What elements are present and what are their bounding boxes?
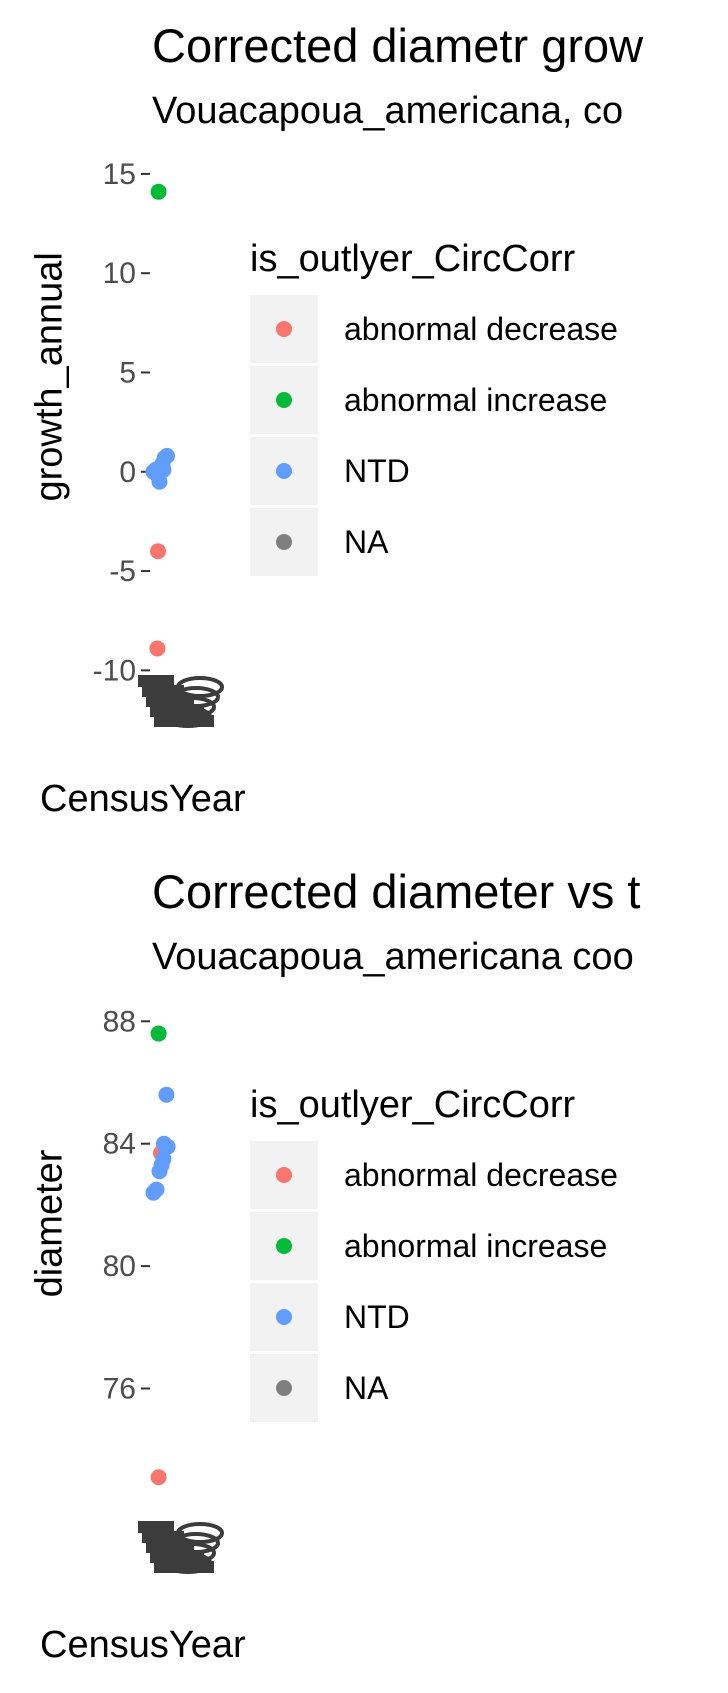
dot-icon (276, 463, 292, 479)
data-point (150, 183, 167, 200)
legend-label: abnormal increase (344, 1227, 608, 1264)
scatter-plot-diameter: 88 84 80 76 (103, 1005, 224, 1574)
x-tick-label (172, 686, 220, 708)
data-point (159, 447, 175, 464)
x-tick-label-clutter (138, 1521, 224, 1574)
x-tick-label (172, 1532, 220, 1554)
legend-key (250, 508, 318, 576)
x-tick-label (176, 1522, 224, 1544)
legend-title: is_outlyer_CircCorr (250, 238, 576, 280)
legend-item-ntd: NTD (250, 1283, 618, 1351)
legend-key (250, 366, 318, 434)
diameter-panel: Corrected diameter vs t Vouacapoua_ameri… (0, 846, 728, 1693)
legend-label: abnormal decrease (344, 310, 618, 347)
chart-subtitle: Vouacapoua_americana coo (152, 936, 634, 978)
data-point (148, 1181, 165, 1198)
chart-title: Corrected diametr grow (152, 19, 644, 72)
dot-icon (276, 1167, 292, 1183)
x-tick-label (138, 1521, 174, 1533)
y-tick-label: 76 (103, 1373, 136, 1406)
legend-label: abnormal decrease (344, 1156, 618, 1193)
x-tick-label (138, 675, 174, 687)
chart-title: Corrected diameter vs t (152, 865, 641, 918)
x-tick-label (164, 706, 212, 728)
x-tick-label-clutter (138, 675, 224, 728)
legend-label: NTD (344, 1298, 410, 1335)
x-tick-label (164, 1552, 212, 1574)
y-tick-label: 0 (119, 456, 136, 489)
data-point (149, 640, 166, 657)
data-point (156, 1135, 172, 1152)
legend-key (250, 1212, 318, 1280)
x-axis-label: CensusYear (40, 1624, 246, 1666)
dot-icon (276, 321, 292, 337)
legend-label: NTD (344, 452, 410, 489)
legend-item-abnormal-decrease: abnormal decrease (250, 1141, 618, 1209)
y-tick-label: 5 (119, 356, 136, 389)
growth-panel: Corrected diametr grow Vouacapoua_americ… (0, 0, 728, 846)
y-tick-label: 84 (103, 1128, 136, 1161)
dot-icon (276, 534, 292, 550)
legend-item-ntd: NTD (250, 437, 618, 505)
data-point (158, 1086, 175, 1103)
legend-label: abnormal increase (344, 381, 608, 418)
x-axis-label: CensusYear (40, 778, 246, 820)
data-point (150, 1025, 167, 1042)
legend-label: NA (344, 523, 389, 560)
y-tick-label: 80 (103, 1250, 136, 1283)
legend-item-abnormal-increase: abnormal increase (250, 1212, 618, 1280)
legend-title: is_outlyer_CircCorr (250, 1084, 576, 1126)
data-point (155, 1151, 172, 1168)
y-tick-label: -10 (93, 654, 136, 687)
dot-icon (276, 1380, 292, 1396)
legend: is_outlyer_CircCorr abnormal decrease ab… (250, 1084, 618, 1425)
dot-icon (276, 1238, 292, 1254)
x-tick-label (176, 676, 224, 698)
x-tick-label (168, 696, 216, 718)
legend-item-na: NA (250, 1354, 618, 1422)
y-tick-label: -5 (109, 555, 136, 588)
x-tick-label (168, 1542, 216, 1564)
dot-icon (276, 1309, 292, 1325)
scatter-plot-growth: 15 10 5 0 -5 -10 (93, 158, 224, 728)
legend-key (250, 1354, 318, 1422)
y-tick-label: 10 (103, 257, 136, 290)
legend-label: NA (344, 1369, 389, 1406)
y-tick-label: 15 (103, 158, 136, 191)
legend-item-abnormal-decrease: abnormal decrease (250, 295, 618, 363)
legend-key (250, 295, 318, 363)
legend-key (250, 1141, 318, 1209)
legend-item-na: NA (250, 508, 618, 576)
data-point (148, 462, 165, 479)
legend-item-abnormal-increase: abnormal increase (250, 366, 618, 434)
legend-key (250, 437, 318, 505)
data-point (150, 1469, 167, 1486)
dot-icon (276, 392, 292, 408)
legend-key (250, 1283, 318, 1351)
y-tick-label: 88 (103, 1005, 136, 1038)
chart-subtitle: Vouacapoua_americana, co (152, 90, 624, 132)
legend: is_outlyer_CircCorr abnormal decrease ab… (250, 238, 618, 579)
data-point (150, 543, 166, 560)
